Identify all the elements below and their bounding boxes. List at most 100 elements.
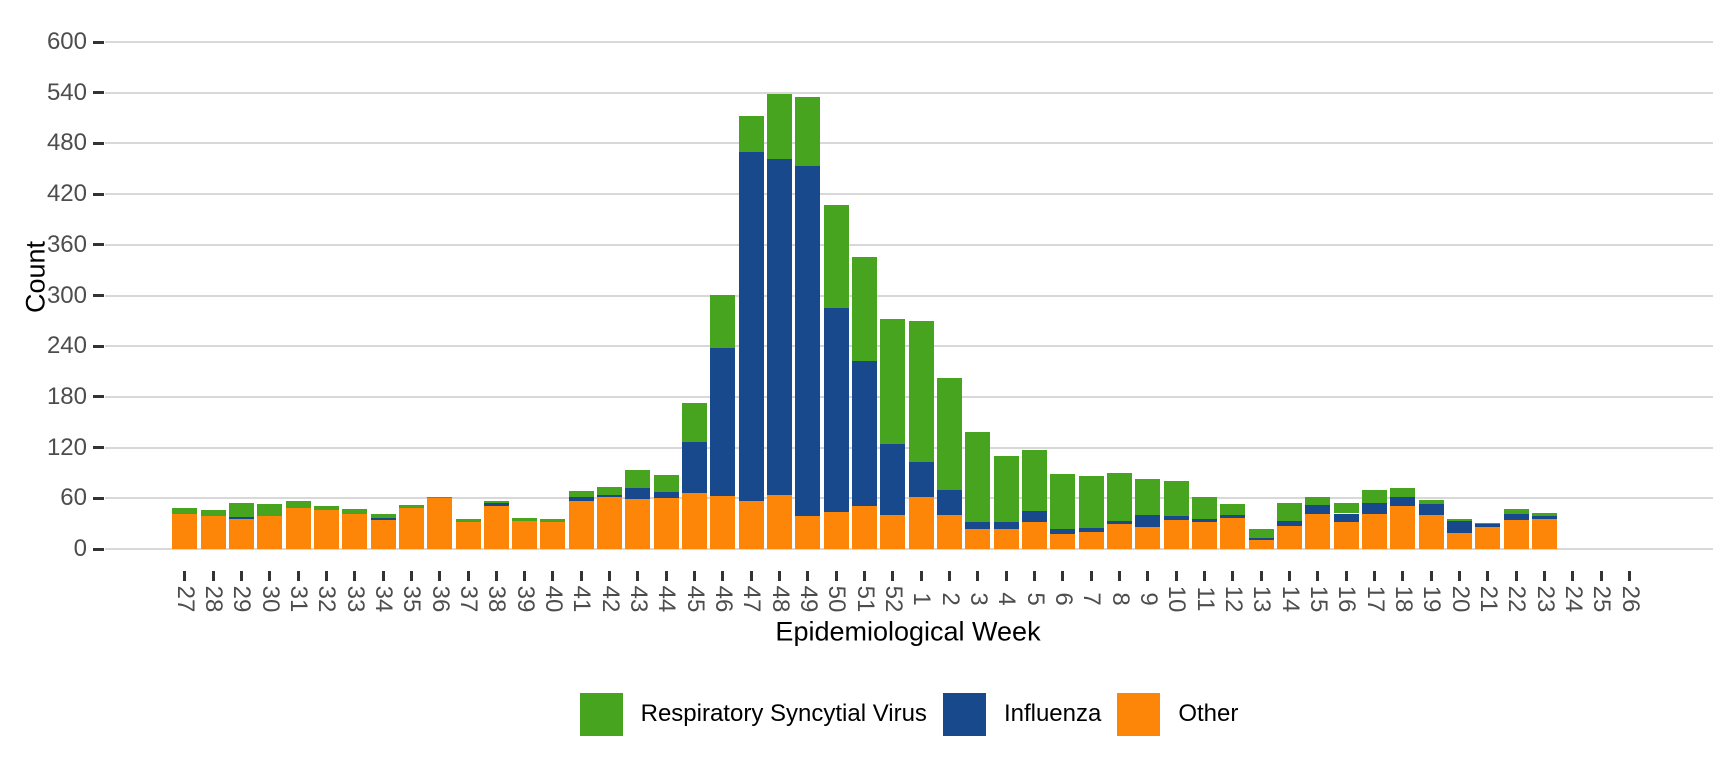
x-axis-tick xyxy=(211,571,215,581)
bar-segment-week-42-influenza xyxy=(597,494,623,497)
bar-segment-week-23-influenza xyxy=(1532,516,1558,520)
x-tick-label: 35 xyxy=(398,585,426,613)
x-tick-label: 50 xyxy=(823,585,851,613)
x-tick-label: 17 xyxy=(1361,585,1389,613)
bar-segment-week-3-other xyxy=(965,528,991,549)
y-tick-label: 0 xyxy=(73,535,87,562)
bar-segment-week-50-other xyxy=(823,511,849,549)
bar-segment-week-30-other xyxy=(257,516,283,549)
bar-segment-week-4-respiratory-syncytial-virus xyxy=(993,456,1019,522)
y-gridline xyxy=(105,548,1713,550)
y-tick-label: 360 xyxy=(46,230,87,258)
bar-segment-week-7-influenza xyxy=(1078,527,1104,533)
x-tick-label: 46 xyxy=(709,585,737,613)
y-axis-tick xyxy=(93,496,104,500)
y-tick-label: 480 xyxy=(46,129,87,157)
bar-segment-week-35-other xyxy=(398,508,424,549)
bar-segment-week-6-influenza xyxy=(1050,528,1076,534)
x-axis-tick xyxy=(948,571,952,581)
x-tick-label: 20 xyxy=(1446,585,1474,613)
bar-segment-week-13-respiratory-syncytial-virus xyxy=(1248,528,1274,538)
bar-segment-week-28-other xyxy=(200,516,226,549)
legend-label: Respiratory Syncytial Virus xyxy=(640,700,927,727)
x-axis-tick xyxy=(1004,571,1008,581)
x-tick-label: 19 xyxy=(1418,585,1446,613)
bar-segment-week-17-respiratory-syncytial-virus xyxy=(1362,489,1388,504)
bar-segment-week-32-other xyxy=(313,510,339,549)
bar-segment-week-38-influenza xyxy=(483,502,509,506)
y-tick-label: 600 xyxy=(46,28,87,55)
bar-segment-week-47-influenza xyxy=(738,151,764,501)
legend-entry: Other xyxy=(1117,692,1239,736)
x-axis-tick xyxy=(268,571,272,581)
y-tick-label: 420 xyxy=(46,180,87,208)
bar-segment-week-31-other xyxy=(285,507,311,549)
bar-segment-week-48-other xyxy=(767,494,793,549)
bar-segment-week-2-respiratory-syncytial-virus xyxy=(937,378,963,490)
y-axis-tick xyxy=(93,192,104,196)
bar-segment-week-45-respiratory-syncytial-virus xyxy=(682,402,708,442)
x-axis-tick xyxy=(721,571,725,581)
bar-segment-week-29-other xyxy=(228,518,254,549)
x-axis-tick xyxy=(523,571,527,581)
bar-segment-week-20-other xyxy=(1447,532,1473,549)
bar-segment-week-45-other xyxy=(682,493,708,549)
bar-segment-week-31-respiratory-syncytial-virus xyxy=(285,500,311,508)
x-axis-tick xyxy=(1316,571,1320,581)
x-axis-tick xyxy=(239,571,243,581)
x-tick-label: 48 xyxy=(766,585,794,613)
x-axis-tick xyxy=(806,571,810,581)
bar-segment-week-22-influenza xyxy=(1503,513,1529,521)
legend-label: Other xyxy=(1178,700,1239,727)
bar-segment-week-11-respiratory-syncytial-virus xyxy=(1192,497,1218,520)
x-axis-tick xyxy=(1231,571,1235,581)
bar-segment-week-40-respiratory-syncytial-virus xyxy=(540,519,566,522)
bar-segment-week-1-respiratory-syncytial-virus xyxy=(908,320,934,462)
x-tick-label: 43 xyxy=(624,585,652,613)
bar-segment-week-36-other xyxy=(427,498,453,549)
bar-segment-week-41-influenza xyxy=(568,497,594,501)
x-axis-tick xyxy=(1373,571,1377,581)
bar-segment-week-10-respiratory-syncytial-virus xyxy=(1163,481,1189,517)
x-tick-label: 28 xyxy=(200,585,228,613)
x-axis-tick xyxy=(324,571,328,581)
x-axis-tick xyxy=(1203,571,1207,581)
legend-swatch-respiratory-syncytial-virus xyxy=(579,692,623,736)
x-axis-tick xyxy=(636,571,640,581)
x-tick-label: 23 xyxy=(1531,585,1559,613)
y-tick-label: 120 xyxy=(46,433,87,461)
x-axis-tick xyxy=(1288,571,1292,581)
bar-segment-week-44-other xyxy=(653,498,679,549)
legend: Respiratory Syncytial Virus Influenza Othe… xyxy=(105,691,1713,737)
bar-segment-week-21-influenza xyxy=(1475,524,1501,528)
legend-entry: Influenza xyxy=(942,692,1101,736)
x-axis-tick xyxy=(409,571,413,581)
bar-segment-week-44-influenza xyxy=(653,491,679,499)
bar-segment-week-18-influenza xyxy=(1390,497,1416,506)
bar-segment-week-44-respiratory-syncytial-virus xyxy=(653,474,679,492)
x-axis-tick xyxy=(466,571,470,581)
x-tick-label: 2 xyxy=(936,592,964,606)
bar-segment-week-35-respiratory-syncytial-virus xyxy=(398,505,424,509)
x-tick-label: 29 xyxy=(228,585,256,613)
x-axis-tick xyxy=(1259,571,1263,581)
bar-segment-week-48-influenza xyxy=(767,159,793,495)
bar-segment-week-29-influenza xyxy=(228,516,254,519)
x-axis-tick xyxy=(1458,571,1462,581)
x-axis-tick xyxy=(863,571,867,581)
bar-segment-week-13-influenza xyxy=(1248,538,1274,540)
x-axis-tick xyxy=(919,571,923,581)
x-tick-label: 41 xyxy=(568,585,596,613)
bar-segment-week-50-influenza xyxy=(823,308,849,512)
y-gridline xyxy=(105,294,1713,297)
x-axis-tick xyxy=(778,571,782,581)
x-tick-label: 47 xyxy=(738,585,766,613)
x-tick-label: 44 xyxy=(653,585,681,613)
x-axis-tick xyxy=(1514,571,1518,581)
bar-segment-week-14-respiratory-syncytial-virus xyxy=(1277,502,1303,522)
x-tick-label: 42 xyxy=(596,585,624,613)
bar-segment-week-21-respiratory-syncytial-virus xyxy=(1475,522,1501,525)
x-axis-tick xyxy=(1543,571,1547,581)
bar-segment-week-43-influenza xyxy=(625,488,651,500)
x-tick-label: 36 xyxy=(426,585,454,613)
